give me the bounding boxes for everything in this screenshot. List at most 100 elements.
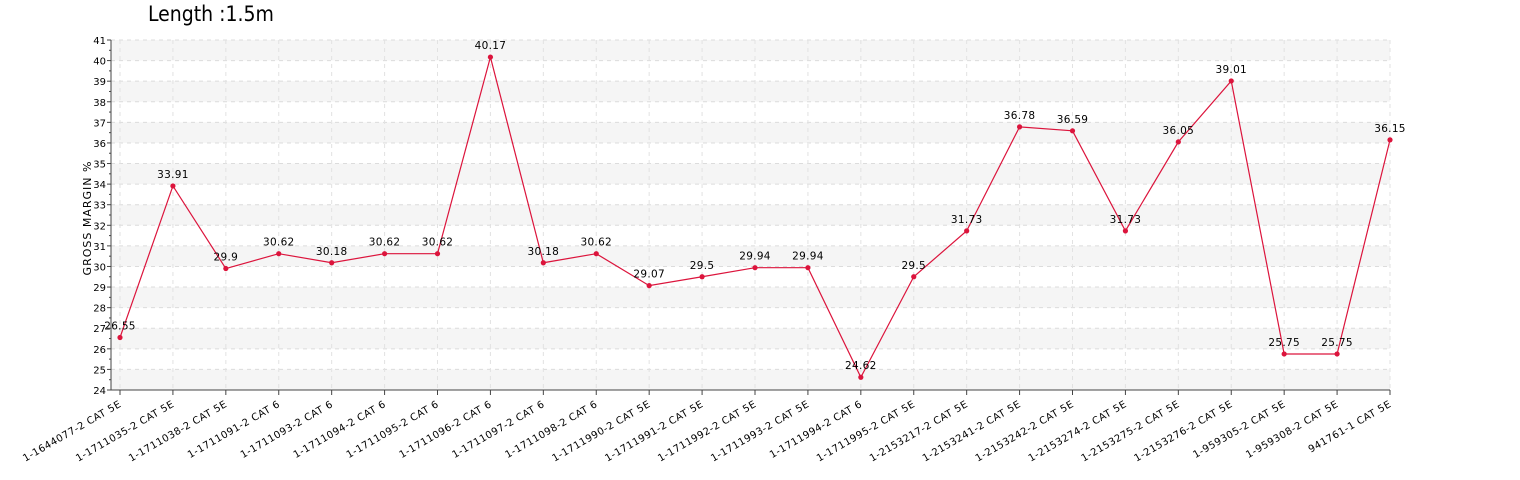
x-tick-label: 1-959305-2 CAT 5E (1191, 399, 1287, 461)
data-label: 33.91 (157, 169, 189, 181)
data-point (699, 274, 705, 280)
data-point (964, 228, 970, 234)
x-tick-label: 1-2153275-2 CAT 5E (1080, 399, 1182, 464)
data-label: 25.75 (1321, 337, 1353, 349)
data-point (646, 283, 652, 289)
x-tick-label: 1-1711095-2 CAT 6 (345, 399, 441, 461)
data-point (434, 251, 441, 257)
data-point (170, 183, 176, 189)
data-label: 40.17 (475, 40, 507, 52)
data-point (1016, 124, 1023, 130)
x-tick-label: 1-1711035-2 CAT 5E (74, 399, 176, 464)
band-30 (111, 245, 1390, 267)
data-points (117, 54, 1393, 380)
y-tick-label: 41 (93, 36, 106, 47)
data-label: 36.59 (1057, 114, 1089, 126)
x-axis: 1-1644077-2 CAT 5E1-1711035-2 CAT 5E1-17… (21, 389, 1394, 464)
data-label: 24.62 (845, 360, 877, 372)
band-38 (111, 81, 1390, 102)
band-34 (111, 163, 1390, 185)
x-tick-label: 1-1711094-2 CAT 6 (292, 399, 388, 461)
x-tick-label: 1-959308-2 CAT 5E (1244, 399, 1340, 461)
data-label: 36.05 (1163, 125, 1195, 137)
y-tick-label: 33 (93, 201, 106, 212)
data-label: 30.18 (528, 246, 560, 258)
data-point (276, 251, 282, 257)
y-tick-label: 26 (93, 345, 106, 356)
x-tick-label: 1-1644077-2 CAT 5E (21, 399, 123, 464)
data-point (752, 265, 758, 271)
data-label: 29.94 (792, 251, 824, 263)
data-point (911, 274, 917, 280)
data-point (1334, 351, 1340, 357)
chart-title: Length :1.5m (148, 2, 274, 26)
data-label: 29.5 (690, 260, 715, 272)
data-label: 39.01 (1215, 64, 1247, 76)
band-28 (111, 287, 1390, 308)
data-label: 29.07 (633, 269, 665, 281)
band-32 (111, 204, 1390, 226)
data-label: 25.75 (1268, 337, 1300, 349)
x-tick-label: 1-1711097-2 CAT 6 (451, 399, 547, 461)
y-tick-label: 31 (93, 242, 106, 253)
data-labels: 26.55 33.91 29.9 30.62 30.18 30.62 30.62 40.17 3… (104, 40, 1405, 372)
data-point (1069, 128, 1076, 134)
data-point (1175, 139, 1181, 145)
y-axis: 24 25 26 27 28 29 30 31 32 33 34 35 36 37 38 39 40 41 (93, 36, 112, 397)
y-tick-label: 36 (93, 139, 106, 150)
y-tick-label: 30 (93, 262, 106, 273)
y-tick-label: 38 (93, 98, 106, 109)
x-tick-label: 1-1711992-2 CAT 5E (656, 399, 758, 464)
data-label: 29.5 (901, 260, 926, 272)
data-point (117, 334, 123, 341)
band-26 (111, 328, 1390, 349)
x-tick-label: 1-1711093-2 CAT 6 (239, 399, 335, 461)
y-tick-label: 35 (93, 160, 106, 171)
x-tick-label: 1-1711098-2 CAT 6 (503, 399, 599, 461)
y-tick-label: 40 (93, 57, 106, 68)
y-tick-label: 32 (93, 221, 106, 232)
x-tick-label: 1-2153274-2 CAT 5E (1027, 399, 1129, 464)
data-label: 30.62 (369, 237, 401, 249)
y-axis-label: GROSS MARGIN % (81, 161, 94, 276)
band-40 (111, 40, 1390, 61)
y-tick-label: 37 (93, 118, 106, 129)
data-point (1387, 137, 1393, 143)
data-label: 36.78 (1004, 110, 1036, 122)
data-point (805, 265, 811, 271)
x-tick-label: 1-1711038-2 CAT 5E (127, 399, 229, 464)
y-tick-label: 28 (93, 304, 106, 315)
data-point (381, 251, 388, 257)
y-tick-label: 25 (93, 365, 106, 376)
y-tick-label: 39 (93, 77, 106, 88)
x-tick-label: 1-1711091-2 CAT 6 (186, 399, 282, 461)
data-label: 29.94 (739, 251, 771, 263)
x-tick-label: 1-1711991-2 CAT 5E (603, 399, 705, 464)
data-point (329, 260, 335, 266)
y-tick-label: 34 (93, 180, 106, 191)
y-tick-label: 24 (93, 386, 106, 397)
data-point (540, 260, 546, 266)
x-tick-label: 1-1711994-2 CAT 6 (768, 399, 864, 461)
x-tick-label: 1-1711993-2 CAT 5E (709, 399, 811, 464)
x-tick-label: 1-2153276-2 CAT 5E (1133, 399, 1235, 464)
y-tick-label: 27 (93, 324, 106, 335)
data-point (1281, 351, 1287, 357)
data-label: 30.62 (263, 237, 295, 249)
x-tick-label: 1-1711096-2 CAT 6 (398, 399, 494, 461)
grid-lines (111, 39, 1391, 391)
data-label: 29.9 (214, 252, 239, 264)
x-tick-label: 1-2153242-2 CAT 5E (974, 399, 1076, 464)
x-tick-label: 1-2153217-2 CAT 5E (868, 399, 970, 464)
data-label: 26.55 (104, 321, 136, 333)
x-tick-label: 1-2153241-2 CAT 5E (921, 399, 1023, 464)
y-tick-label: 29 (93, 283, 106, 294)
data-point (487, 54, 494, 60)
data-point (593, 251, 599, 257)
data-label: 30.62 (580, 237, 612, 249)
band-36 (111, 122, 1390, 143)
data-point (858, 374, 864, 380)
background-bands (111, 40, 1390, 390)
band-24 (111, 369, 1390, 390)
data-point (1122, 228, 1129, 234)
